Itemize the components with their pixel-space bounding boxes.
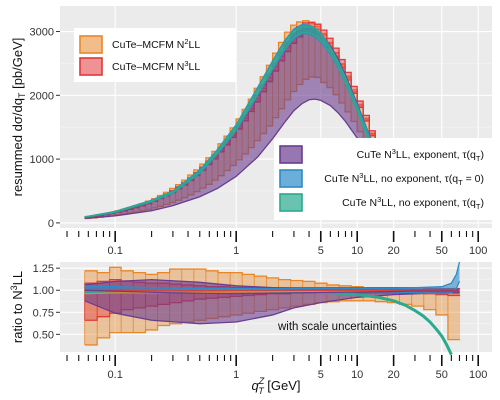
top-xtick-label-4: 20 — [388, 245, 400, 257]
bot-xtick-label-1: 1 — [233, 369, 239, 381]
bot-ytick-label-0: 0.50 — [33, 329, 54, 341]
bottom-panel: 0.50 0.75 1.00 1.25 0.1 1 5 10 20 50 100 with sca… — [9, 261, 492, 396]
bot-series-3-upper-edge — [84, 261, 461, 290]
legend-label-exponent: CuTe N3LL, exponent, τ(qT) — [357, 147, 484, 163]
top-x-axis: 0.1 1 5 10 20 50 100 — [66, 231, 487, 257]
legend-entry-no-exponent-tau0: CuTe N3LL, no exponent, τ(qT = 0) — [279, 169, 484, 188]
legend-cute-box — [274, 138, 492, 220]
top-series-4 — [84, 25, 383, 218]
top-ytick-label-1: 1000 — [30, 154, 54, 166]
bot-xtick-label-6: 100 — [469, 369, 487, 381]
bot-xtick-label-2: 5 — [318, 369, 324, 381]
bot-ytick-label-2: 1.00 — [33, 285, 54, 297]
top-series-4-lower-edge — [84, 31, 383, 218]
bot-series-7 — [84, 289, 460, 295]
top-series-4-upper-edge — [84, 25, 383, 218]
top-xtick-label-0: 0.1 — [108, 245, 123, 257]
legend-swatch-no-exponent-tau0 — [279, 169, 303, 188]
legend-entry-n3ll: CuTe–MCFM N3LL — [79, 57, 200, 76]
top-xtick-label-3: 10 — [351, 245, 363, 257]
bot-xtick-label-3: 10 — [351, 369, 363, 381]
top-ytick-label-0: 0 — [48, 218, 54, 230]
top-xtick-label-6: 100 — [469, 245, 487, 257]
legend-cutemcfm: CuTe–MCFM N2LL CuTe–MCFM N3LL — [74, 28, 236, 82]
legend-swatch-n2ll — [79, 35, 103, 54]
bottom-series-layer — [84, 261, 461, 356]
bot-series-2-lower-edge — [84, 292, 460, 325]
legend-label-n2ll: CuTe–MCFM N2LL — [112, 37, 200, 51]
legend-swatch-n3ll — [79, 57, 103, 76]
legend-label-no-exponent-tauqt: CuTe N3LL, no exponent, τ(qT) — [342, 195, 484, 211]
bottom-y-axis-label: ratio to N3LL — [9, 271, 25, 343]
ratio-annotation: with scale uncertainties — [277, 321, 397, 333]
bottom-y-axis: 0.50 0.75 1.00 1.25 — [33, 263, 60, 341]
legend-entry-n2ll: CuTe–MCFM N2LL — [79, 35, 200, 54]
top-y-axis: 0 1000 2000 3000 — [30, 27, 60, 230]
legend-label-n3ll: CuTe–MCFM N3LL — [112, 59, 200, 73]
top-ytick-label-3: 3000 — [30, 27, 54, 39]
top-xtick-label-1: 1 — [233, 245, 239, 257]
top-xtick-label-2: 5 — [318, 245, 324, 257]
top-series-layer — [84, 20, 383, 220]
bottom-x-axis: 0.1 1 5 10 20 50 100 — [66, 355, 487, 381]
top-series-2-lower-edge — [84, 98, 383, 220]
bot-xtick-label-4: 20 — [388, 369, 400, 381]
legend-label-no-exponent-tau0: CuTe N3LL, no exponent, τ(qT = 0) — [324, 171, 484, 187]
x-axis-label: qZ T [GeV] — [251, 376, 300, 396]
bot-xtick-label-5: 50 — [436, 369, 448, 381]
legend-entry-no-exponent-tauqt: CuTe N3LL, no exponent, τ(qT) — [279, 193, 484, 212]
legend-entry-exponent: CuTe N3LL, exponent, τ(qT) — [279, 145, 484, 164]
bot-xtick-label-0: 0.1 — [108, 369, 123, 381]
bot-ytick-label-3: 1.25 — [33, 263, 54, 275]
bot-ytick-label-1: 0.75 — [33, 307, 54, 319]
top-xtick-label-5: 50 — [436, 245, 448, 257]
top-ytick-label-2: 2000 — [30, 90, 54, 102]
top-y-axis-label: resummed dσ/dqT [pb/GeV] — [10, 38, 27, 197]
bot-series-7-line — [84, 289, 460, 295]
legend-swatch-exponent — [279, 145, 303, 164]
legend-swatch-no-exponent-tauqt — [279, 193, 303, 212]
legend-cute: CuTe N3LL, exponent, τ(qT) CuTe N3LL, no… — [274, 138, 492, 220]
top-series-2-band — [84, 28, 382, 219]
